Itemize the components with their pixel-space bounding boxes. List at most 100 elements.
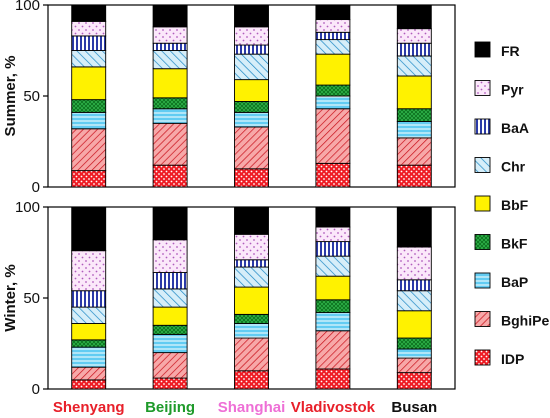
bar-segment-bbf: [71, 66, 107, 101]
bar-segment-bghipe: [152, 352, 188, 379]
bar-segment-idp: [396, 372, 432, 390]
bar-segment-bghipe: [234, 126, 269, 170]
bar-segment-bkf: [71, 339, 107, 348]
y-tick-label: 0: [32, 179, 40, 196]
bar-segment-bap: [396, 121, 432, 139]
bar-segment-pyr: [152, 239, 188, 273]
bar-segment-pyr: [152, 26, 188, 44]
bar-segment-chr: [152, 50, 188, 70]
legend-label: BbF: [501, 197, 529, 213]
bar-segment-bkf: [71, 99, 107, 113]
bar-segment-fr: [396, 4, 432, 30]
legend-swatch-baa: [474, 118, 491, 135]
legend-swatch-bbf: [474, 195, 491, 212]
y-tick-label: 100: [15, 0, 40, 14]
bar-segment-idp: [315, 368, 351, 390]
bar-segment-fr: [152, 4, 188, 28]
bar-segment-pyr: [396, 28, 432, 44]
bar-segment-idp: [152, 377, 188, 390]
bar-segment-fr: [396, 206, 432, 248]
bar-segment-idp: [152, 164, 188, 188]
legend-label: Pyr: [501, 82, 524, 98]
bar-segment-baa: [315, 241, 351, 257]
legend-swatch-pyr: [474, 80, 491, 96]
bar-segment-bkf: [234, 313, 269, 324]
bar-segment-baa: [396, 279, 432, 292]
bar-segment-idp: [315, 162, 351, 188]
bar-segment-bbf: [396, 310, 432, 339]
bar-segment-fr: [71, 206, 107, 252]
bar-segment-chr: [396, 290, 432, 312]
bar-segment-chr: [71, 50, 107, 68]
legend-label: FR: [501, 43, 520, 59]
bar-segment-idp: [71, 170, 107, 188]
plot-area: 0 50 100 Summer, % 0 50 100 Winter, % Shenyang Be…: [2, 0, 456, 416]
bar-segment-bghipe: [152, 122, 188, 166]
bar-segment-pyr: [234, 26, 269, 46]
bar-segment-bap: [71, 346, 107, 368]
bar-segment-idp: [234, 370, 269, 390]
bar-segment-bkf: [315, 84, 351, 97]
bar-segment-baa: [152, 272, 188, 290]
bar-segment-idp: [396, 164, 432, 188]
bar-segment-bap: [315, 95, 351, 110]
legend-label: BaA: [501, 120, 529, 136]
y-tick-label: 50: [23, 88, 40, 105]
bar-segment-bap: [234, 323, 269, 339]
bar-segment-fr: [315, 4, 351, 21]
legend-swatch-chr: [474, 157, 491, 173]
bar-segment-fr: [71, 4, 107, 22]
y-tick-label: 50: [23, 290, 40, 307]
bar-segment-bghipe: [71, 366, 107, 381]
bar-segment-bghipe: [315, 330, 351, 370]
legend-swatch-bap: [474, 272, 491, 289]
bar-segment-baa: [71, 35, 107, 51]
bar-segment-bbf: [396, 75, 432, 110]
category-label: Busan: [391, 399, 437, 416]
bar-segment-baa: [315, 31, 351, 41]
bar-segment-bbf: [315, 53, 351, 86]
bar-segment-bbf: [234, 286, 269, 315]
bar-segment-bghipe: [396, 357, 432, 374]
bar-segment-pyr: [396, 246, 432, 281]
y-tick-label: 100: [15, 199, 40, 216]
bar-segment-bkf: [396, 108, 432, 122]
bar-segment-baa: [396, 42, 432, 57]
category-label: Shanghai: [218, 399, 286, 416]
legend-label: BaP: [501, 274, 528, 290]
bar-segment-bghipe: [71, 128, 107, 172]
bar-segment-bap: [71, 111, 107, 130]
bar-segment-bbf: [152, 68, 188, 99]
y-axis-label: Winter, %: [2, 264, 19, 331]
bar-segment-fr: [315, 206, 351, 228]
legend-swatch-bkf: [474, 234, 491, 250]
bar-segment-bbf: [315, 275, 351, 301]
bar-segment-pyr: [315, 19, 351, 33]
category-label: Vladivostok: [291, 399, 376, 416]
bar-segment-fr: [152, 206, 188, 241]
bar-segment-bkf: [234, 101, 269, 113]
bar-segment-bghipe: [315, 108, 351, 164]
bar-segment-chr: [234, 53, 269, 81]
legend-label: IDP: [501, 351, 524, 367]
bar-segment-chr: [234, 266, 269, 288]
y-tick-label: 0: [32, 381, 40, 398]
bar-segment-chr: [396, 55, 432, 77]
bar-segment-bbf: [71, 323, 107, 341]
bar-segment-baa: [234, 44, 269, 55]
bar-segment-chr: [71, 306, 107, 324]
legend-swatch-idp: [474, 349, 491, 366]
bar-segment-fr: [234, 206, 269, 235]
bar-segment-bap: [234, 111, 269, 128]
category-label: Beijing: [145, 399, 195, 416]
bar-segment-baa: [152, 42, 188, 51]
bar-segment-bbf: [234, 79, 269, 102]
bar-segment-pyr: [71, 20, 107, 37]
legend-swatch-bghipe: [474, 311, 491, 327]
bar-segment-bbf: [152, 306, 188, 326]
legend-swatch-fr: [474, 41, 491, 58]
bar-segment-bghipe: [234, 337, 269, 372]
bar-segment-bkf: [315, 299, 351, 314]
bar-segment-pyr: [71, 250, 107, 292]
